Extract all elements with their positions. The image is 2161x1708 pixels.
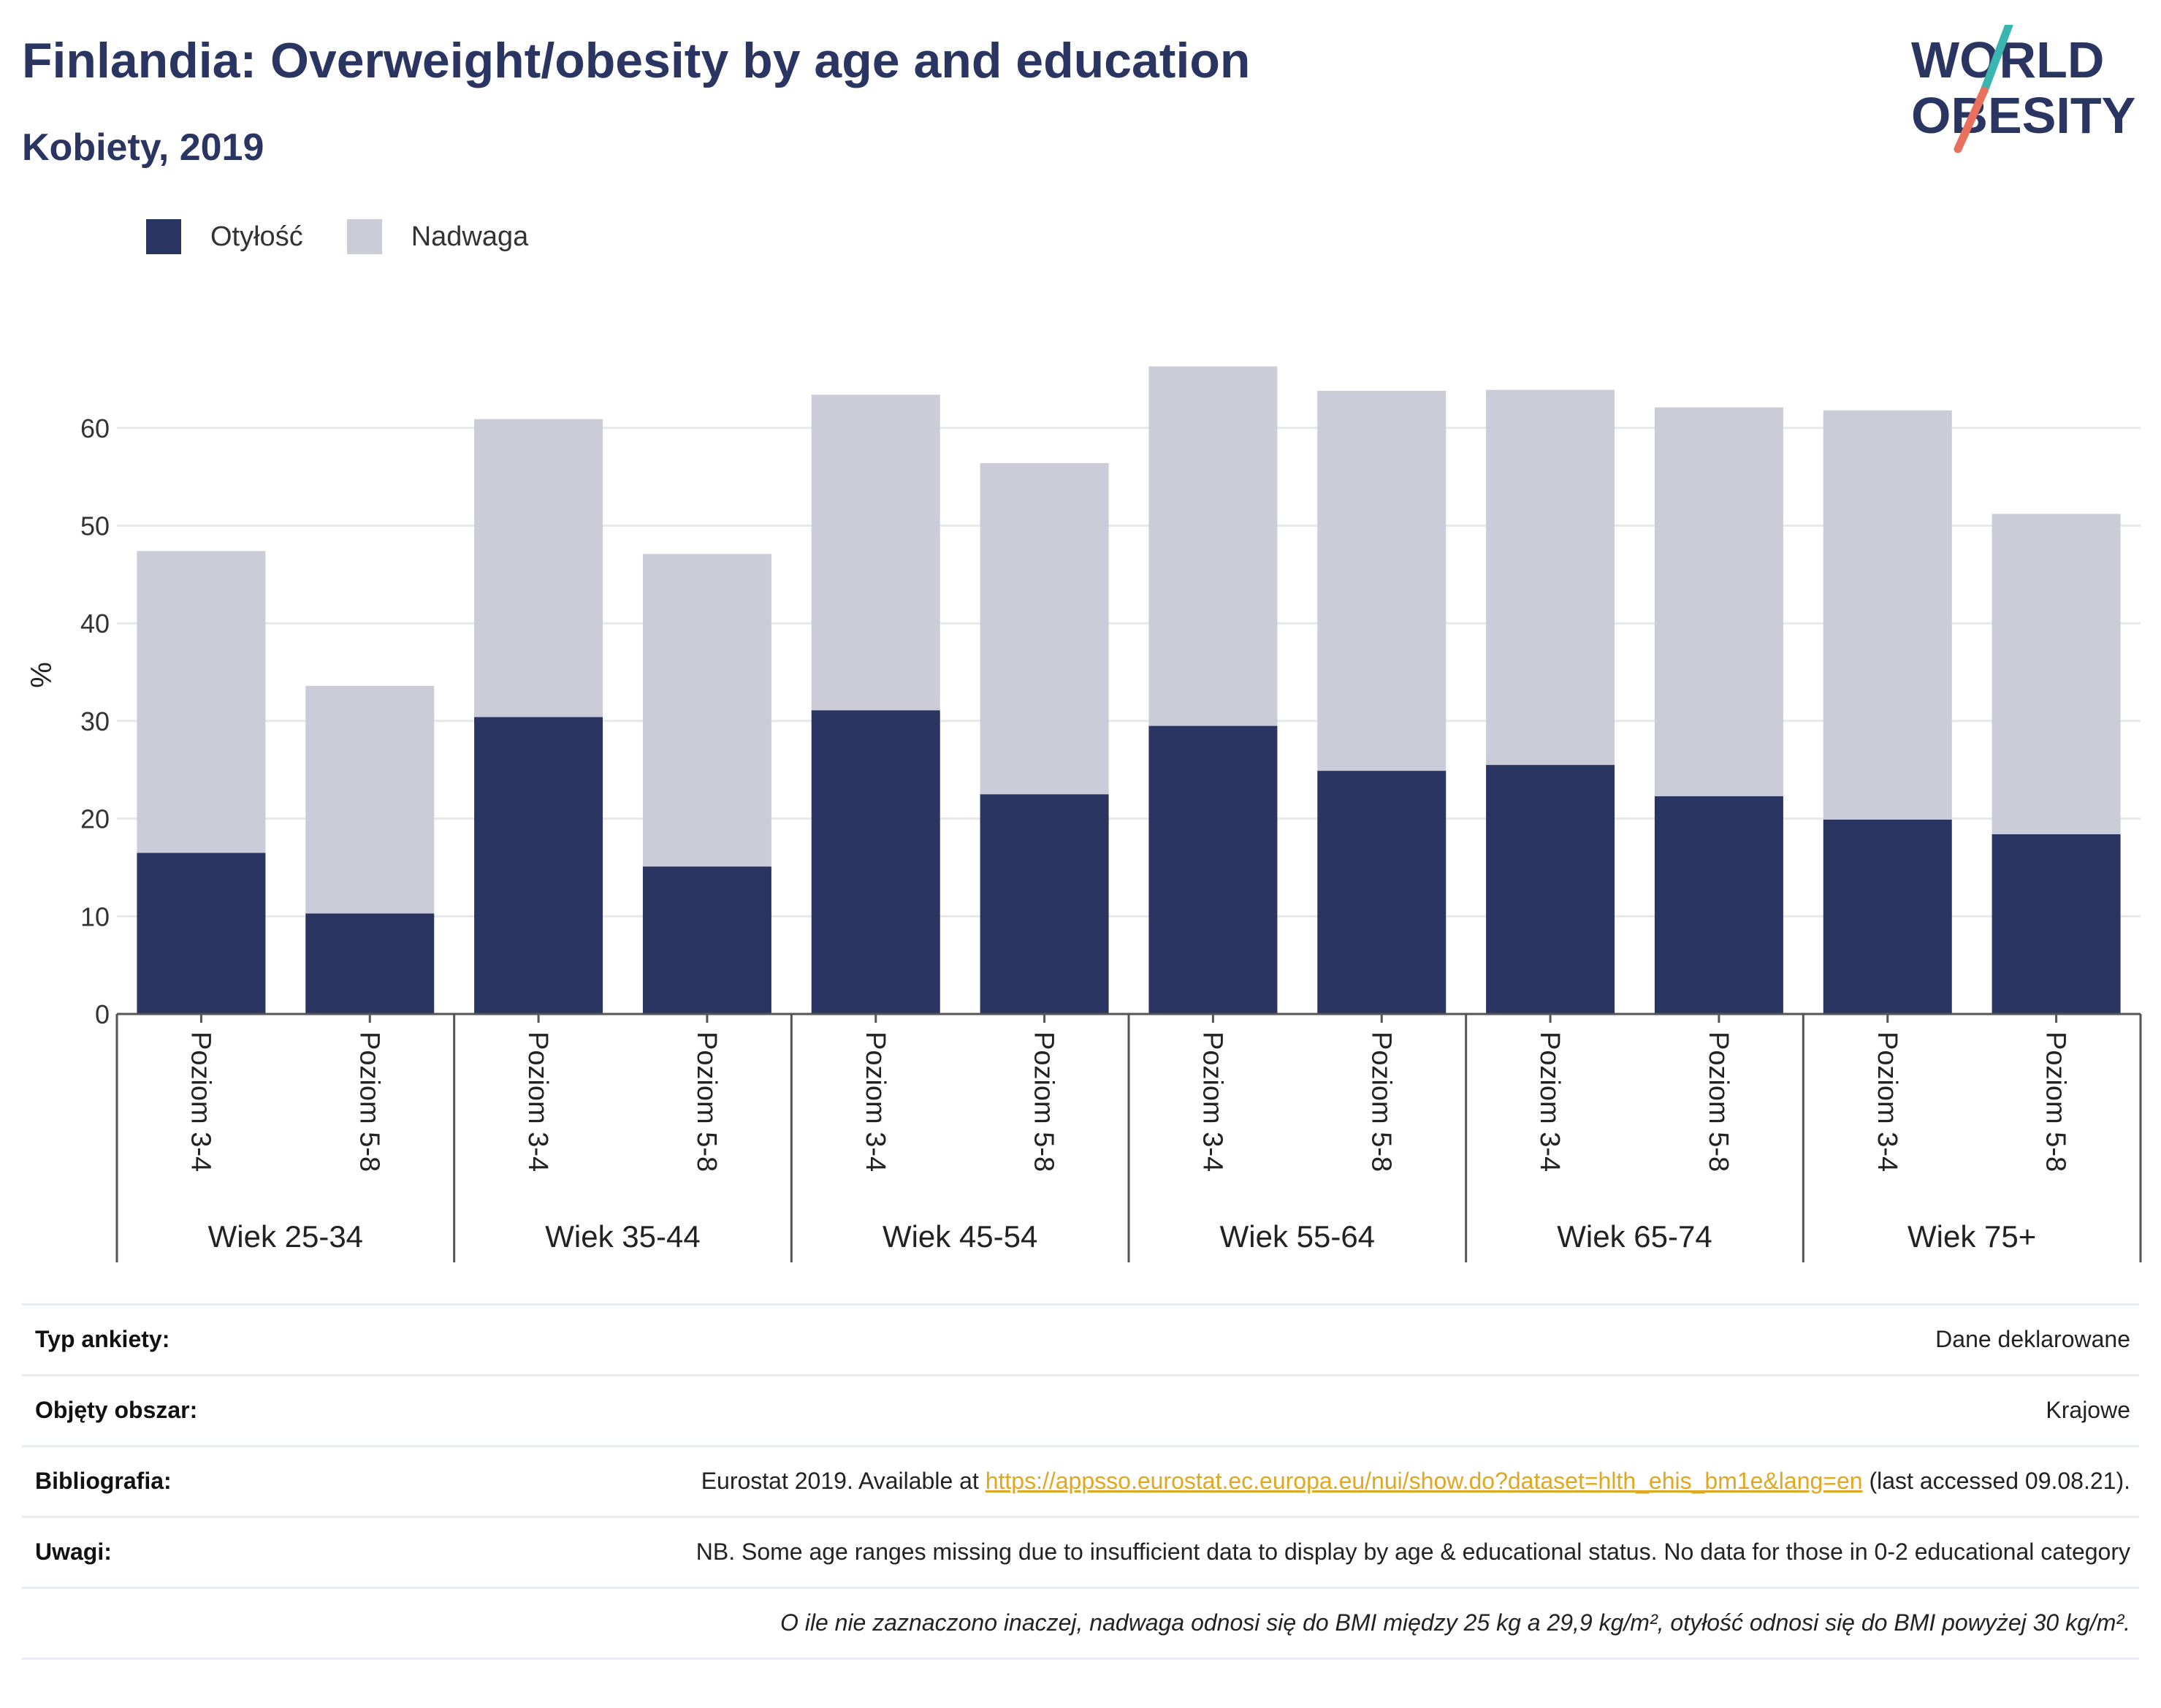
info-key-coverage: Objęty obszar:	[22, 1374, 351, 1446]
bar-obesity[interactable]	[1148, 725, 1278, 1014]
y-tick-label: 40	[80, 609, 110, 638]
x-category-label: Poziom 3-4	[1872, 1032, 1902, 1172]
bar-obesity[interactable]	[811, 710, 940, 1014]
info-value-definition: O ile nie zaznaczono inaczej, nadwaga od…	[351, 1587, 2139, 1660]
y-tick-label: 10	[80, 901, 110, 931]
logo-coral-stroke	[1954, 86, 1989, 153]
bar-overweight[interactable]	[1654, 407, 1783, 796]
bar-obesity[interactable]	[137, 853, 266, 1014]
legend-label-obesity: Otyłość	[210, 221, 303, 252]
info-value-bibliography: Eurostat 2019. Available at https://apps…	[351, 1445, 2139, 1517]
bar-overweight[interactable]	[474, 419, 603, 717]
logo-word-obesity: OBESITY	[1911, 87, 2135, 144]
bar-overweight[interactable]	[980, 462, 1109, 795]
y-tick-label: 50	[80, 511, 110, 541]
y-axis-label: %	[26, 662, 58, 688]
x-category-label: Poziom 5-8	[2040, 1032, 2071, 1172]
x-group-label: Wiek 25-34	[208, 1219, 363, 1254]
info-value-notes: NB. Some age ranges missing due to insuf…	[351, 1516, 2139, 1588]
info-row-definition: O ile nie zaznaczono inaczej, nadwaga od…	[22, 1587, 2139, 1660]
bibliography-prefix: Eurostat 2019. Available at	[701, 1468, 986, 1494]
info-value-coverage: Krajowe	[351, 1374, 2139, 1446]
legend-item-overweight[interactable]: Nadwaga	[346, 219, 529, 254]
info-row-coverage: Objęty obszar: Krajowe	[22, 1374, 2139, 1446]
bar-overweight[interactable]	[305, 685, 435, 914]
info-key-bibliography: Bibliografia:	[22, 1445, 351, 1517]
x-group-label: Wiek 65-74	[1557, 1219, 1712, 1254]
bar-overweight[interactable]	[811, 394, 940, 711]
bar-overweight[interactable]	[1992, 514, 2121, 834]
x-group-label: Wiek 45-54	[883, 1219, 1037, 1254]
info-table: Typ ankiety: Dane deklarowane Objęty obs…	[22, 1303, 2139, 1660]
bar-obesity[interactable]	[305, 913, 435, 1014]
bibliography-suffix: (last accessed 09.08.21).	[1862, 1468, 2130, 1494]
legend-item-obesity[interactable]: Otyłość	[146, 219, 303, 254]
bar-overweight[interactable]	[1823, 410, 1952, 820]
bar-overweight[interactable]	[642, 554, 771, 867]
info-value-survey-type: Dane deklarowane	[351, 1303, 2139, 1376]
info-row-notes: Uwagi: NB. Some age ranges missing due t…	[22, 1516, 2139, 1588]
x-category-label: Poziom 3-4	[522, 1032, 553, 1172]
x-group-label: Wiek 55-64	[1220, 1219, 1375, 1254]
x-category-label: Poziom 5-8	[691, 1032, 722, 1172]
y-tick-label: 0	[95, 999, 110, 1029]
x-group-label: Wiek 75+	[1907, 1219, 2036, 1254]
chart-title: Finlandia: Overweight/obesity by age and…	[22, 33, 1251, 88]
bar-overweight[interactable]	[1486, 389, 1615, 766]
legend-swatch-overweight	[346, 219, 382, 254]
x-category-label: Poziom 3-4	[185, 1032, 216, 1172]
bar-overweight[interactable]	[1317, 390, 1447, 771]
x-category-label: Poziom 3-4	[1197, 1032, 1227, 1172]
world-obesity-logo: WORLD OBESITY	[1911, 25, 2135, 153]
info-key-notes: Uwagi:	[22, 1516, 351, 1588]
stacked-bar-chart: 0 10 20 30 40 50 60% Poziom 3-4 Poziom 5-8 Poziom…	[26, 366, 2142, 1262]
bar-obesity[interactable]	[1823, 819, 1952, 1014]
info-key-definition	[22, 1587, 351, 1660]
bar-obesity[interactable]	[1317, 771, 1447, 1014]
x-group-label: Wiek 35-44	[545, 1219, 700, 1254]
logo-word-world: WORLD	[1911, 31, 2104, 88]
y-tick-label: 60	[80, 413, 110, 443]
bar-overweight[interactable]	[137, 551, 266, 853]
bar-obesity[interactable]	[1654, 796, 1783, 1014]
x-category-label: Poziom 5-8	[1029, 1032, 1059, 1172]
bar-obesity[interactable]	[980, 794, 1109, 1014]
bar-obesity[interactable]	[474, 717, 603, 1014]
x-category-label: Poziom 5-8	[1703, 1032, 1734, 1172]
legend-label-overweight: Nadwaga	[411, 221, 529, 252]
chart-legend: Otyłość Nadwaga	[146, 216, 572, 257]
x-category-label: Poziom 5-8	[1365, 1032, 1396, 1172]
bibliography-link[interactable]: https://appsso.eurostat.ec.europa.eu/nui…	[985, 1468, 1863, 1494]
info-key-survey-type: Typ ankiety:	[22, 1303, 351, 1376]
bar-overweight[interactable]	[1148, 366, 1278, 726]
bar-obesity[interactable]	[1486, 765, 1615, 1014]
legend-swatch-obesity	[146, 219, 181, 254]
x-category-label: Poziom 5-8	[354, 1032, 384, 1172]
x-category-label: Poziom 3-4	[860, 1032, 891, 1172]
y-tick-label: 30	[80, 706, 110, 736]
bar-obesity[interactable]	[1992, 834, 2121, 1014]
chart-subtitle: Kobiety, 2019	[22, 126, 264, 169]
logo-teal-stroke	[1980, 25, 2013, 95]
y-tick-label: 20	[80, 804, 110, 834]
bar-obesity[interactable]	[642, 866, 771, 1014]
x-category-label: Poziom 3-4	[1534, 1032, 1565, 1172]
info-row-survey-type: Typ ankiety: Dane deklarowane	[22, 1303, 2139, 1376]
info-row-bibliography: Bibliografia: Eurostat 2019. Available a…	[22, 1445, 2139, 1517]
